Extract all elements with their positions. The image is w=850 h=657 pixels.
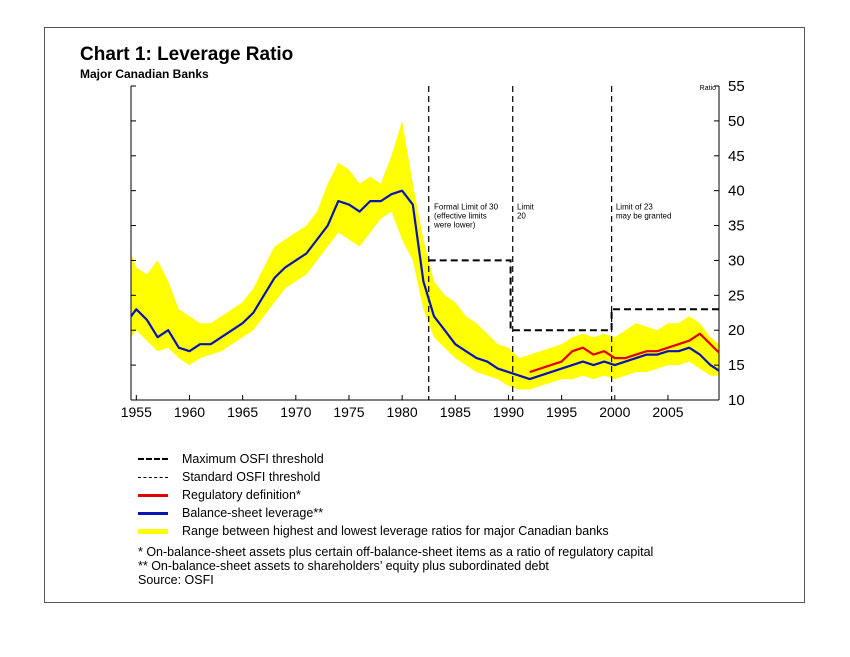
x-tick-label: 1975 bbox=[333, 404, 364, 420]
y-tick-label: 55 bbox=[728, 78, 745, 95]
annotation-line: 20 bbox=[517, 212, 526, 221]
annotation-line: Limit bbox=[517, 203, 535, 212]
regulatory-definition-line bbox=[529, 332, 720, 374]
legend-item-standard-threshold: Standard OSFI threshold bbox=[138, 468, 609, 486]
red-line-swatch-icon bbox=[138, 493, 168, 497]
annotation-line: Limit of 23 bbox=[616, 203, 653, 212]
legend-item-balance-sheet-leverage: Balance-sheet leverage** bbox=[138, 504, 609, 522]
chart-title: Chart 1: Leverage Ratio bbox=[80, 44, 294, 65]
x-tick-label: 1970 bbox=[280, 404, 311, 420]
x-tick-label: 2000 bbox=[599, 404, 630, 420]
annotation-label: Limit of 23 may be granted bbox=[616, 203, 672, 221]
maximum-threshold-line bbox=[428, 259, 719, 332]
y-axis-label: Ratio bbox=[700, 85, 716, 92]
chart-frame bbox=[44, 27, 805, 603]
balance-sheet-leverage-line bbox=[130, 189, 720, 381]
blue-line-swatch-icon bbox=[138, 511, 168, 515]
y-tick-label: 20 bbox=[728, 322, 745, 339]
yellow-band-swatch-icon bbox=[138, 528, 168, 534]
y-tick-label: 40 bbox=[728, 183, 745, 200]
legend-label: Regulatory definition* bbox=[182, 488, 301, 502]
chart-subtitle: Major Canadian Banks bbox=[80, 67, 209, 81]
legend-item-regulatory-definition: Regulatory definition* bbox=[138, 486, 609, 504]
legend-label: Standard OSFI threshold bbox=[182, 470, 321, 484]
legend-label: Balance-sheet leverage** bbox=[182, 506, 324, 520]
legend: Maximum OSFI threshold Standard OSFI thr… bbox=[138, 450, 609, 540]
dashed-line-swatch-icon bbox=[138, 458, 168, 460]
x-tick-label: 1995 bbox=[546, 404, 577, 420]
legend-item-range: Range between highest and lowest leverag… bbox=[138, 522, 609, 540]
x-tick-label: 1985 bbox=[440, 404, 471, 420]
y-tick-label: 35 bbox=[728, 218, 745, 235]
legend-label: Maximum OSFI threshold bbox=[182, 452, 324, 466]
y-tick-label: 45 bbox=[728, 148, 745, 165]
footnote-balance-sheet: ** On-balance-sheet assets to shareholde… bbox=[138, 559, 549, 573]
range-band bbox=[131, 120, 719, 390]
x-tick-label: 1965 bbox=[227, 404, 258, 420]
x-tick-label: 1980 bbox=[387, 404, 418, 420]
legend-item-maximum-threshold: Maximum OSFI threshold bbox=[138, 450, 609, 468]
annotation-line: may be granted bbox=[616, 212, 672, 221]
x-tick-label: 2005 bbox=[652, 404, 683, 420]
source-note: Source: OSFI bbox=[138, 573, 214, 587]
footnotes: * On-balance-sheet assets plus certain o… bbox=[138, 545, 653, 587]
annotation-line: (effective limits bbox=[434, 212, 487, 221]
y-tick-label: 10 bbox=[728, 392, 745, 409]
thin-dashed-line-swatch-icon bbox=[138, 476, 168, 478]
y-tick-label: 25 bbox=[728, 287, 745, 304]
x-tick-label: 1960 bbox=[174, 404, 205, 420]
footnote-regulatory: * On-balance-sheet assets plus certain o… bbox=[138, 545, 654, 559]
y-tick-label: 50 bbox=[728, 113, 745, 130]
x-tick-label: 1990 bbox=[493, 404, 524, 420]
annotation-label: Limit 20 bbox=[517, 203, 535, 221]
y-tick-label: 15 bbox=[728, 357, 745, 374]
annotation-label: Formal Limit of 30 (effective limits were … bbox=[433, 203, 499, 230]
annotation-line: were lower) bbox=[433, 221, 476, 230]
y-tick-label: 30 bbox=[728, 252, 745, 269]
annotation-line: Formal Limit of 30 bbox=[434, 203, 499, 212]
x-tick-label: 1955 bbox=[121, 404, 152, 420]
legend-label: Range between highest and lowest leverag… bbox=[182, 524, 609, 538]
